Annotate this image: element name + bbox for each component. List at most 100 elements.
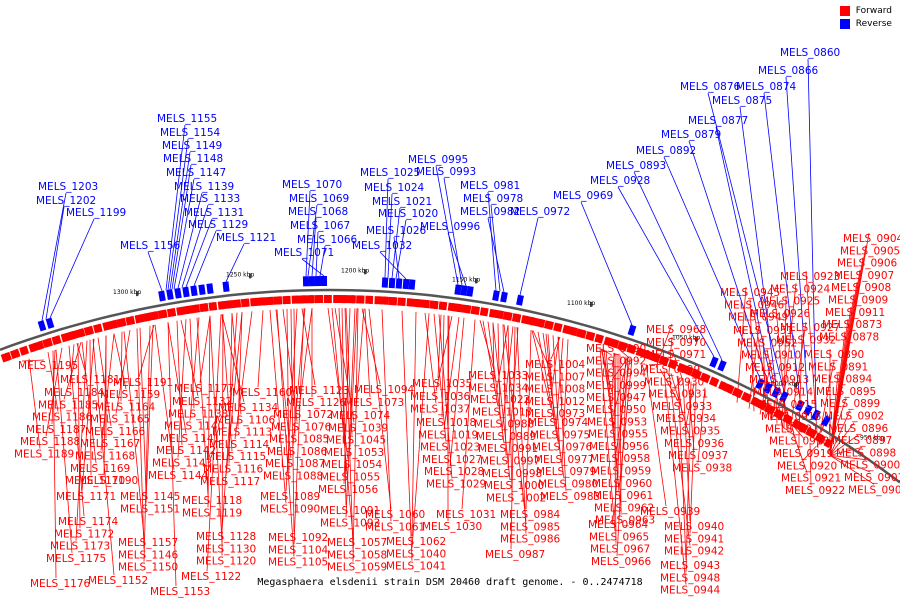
forward-gene-label[interactable]: MELS_1031 bbox=[436, 509, 496, 521]
reverse-gene-label[interactable]: MELS_1139 bbox=[174, 181, 234, 193]
forward-gene-label[interactable]: MELS_0964 bbox=[588, 519, 648, 531]
reverse-gene-label[interactable]: MELS_1024 bbox=[364, 182, 424, 194]
forward-gene-label[interactable]: MELS_1189 bbox=[14, 449, 74, 461]
forward-gene-label[interactable]: MELS_0930 bbox=[644, 376, 704, 388]
forward-gene-label[interactable]: MELS_1177 bbox=[174, 383, 234, 395]
forward-gene-label[interactable]: MELS_0966 bbox=[591, 556, 651, 568]
forward-gene-label[interactable]: MELS_1152 bbox=[88, 575, 148, 587]
forward-gene-label[interactable]: MELS_1140 bbox=[164, 421, 224, 433]
forward-gene-label[interactable]: MELS_1076 bbox=[271, 421, 331, 433]
forward-gene-label[interactable]: MELS_0979 bbox=[536, 466, 596, 478]
forward-gene-label[interactable]: MELS_0975 bbox=[530, 429, 590, 441]
forward-gene-label[interactable]: MELS_1138 bbox=[168, 408, 228, 420]
forward-gene-label[interactable]: MELS_0913 bbox=[749, 374, 809, 386]
reverse-gene-label[interactable]: MELS_0928 bbox=[590, 175, 650, 187]
forward-gene-label[interactable]: MELS_0962 bbox=[594, 502, 654, 514]
forward-gene-label[interactable]: MELS_0985 bbox=[500, 521, 560, 533]
forward-gene-label[interactable]: MELS_0907 bbox=[834, 270, 894, 282]
forward-gene-label[interactable]: MELS_1167 bbox=[80, 438, 140, 450]
reverse-gene-label[interactable]: MELS_1068 bbox=[288, 206, 348, 218]
forward-gene-label[interactable]: MELS_0992 bbox=[586, 355, 646, 367]
forward-gene-label[interactable]: MELS_0945 bbox=[720, 287, 780, 299]
reverse-gene-label[interactable]: MELS_0969 bbox=[553, 190, 613, 202]
forward-gene-label[interactable]: MELS_0909 bbox=[828, 295, 888, 307]
forward-gene-label[interactable]: MELS_0961 bbox=[593, 490, 653, 502]
forward-gene-label[interactable]: MELS_1090 bbox=[260, 503, 320, 515]
forward-gene-label[interactable]: MELS_1057 bbox=[327, 537, 387, 549]
forward-gene-label[interactable]: MELS_0947 bbox=[586, 392, 646, 404]
forward-gene-label[interactable]: MELS_1060 bbox=[365, 509, 425, 521]
forward-gene-label[interactable]: MELS_1007 bbox=[525, 371, 585, 383]
forward-gene-label[interactable]: MELS_1159 bbox=[100, 389, 160, 401]
forward-gene-label[interactable]: MELS_0925 bbox=[760, 296, 820, 308]
forward-gene-label[interactable]: MELS_0912 bbox=[745, 362, 805, 374]
forward-gene-label[interactable]: MELS_0911 bbox=[825, 307, 885, 319]
forward-gene-label[interactable]: MELS_1190 bbox=[78, 475, 138, 487]
forward-gene-label[interactable]: MELS_0891 bbox=[808, 361, 868, 373]
forward-gene-label[interactable]: MELS_0974 bbox=[528, 417, 588, 429]
forward-gene-label[interactable]: MELS_0983 bbox=[540, 491, 600, 503]
forward-gene-label[interactable]: MELS_0901 bbox=[844, 472, 900, 484]
forward-gene-label[interactable]: MELS_1029 bbox=[426, 479, 486, 491]
forward-gene-label[interactable]: MELS_0999 bbox=[586, 380, 646, 392]
reverse-gene-label[interactable]: MELS_0860 bbox=[780, 47, 840, 59]
forward-gene-label[interactable]: MELS_1040 bbox=[386, 548, 446, 560]
forward-gene-label[interactable]: MELS_1062 bbox=[386, 536, 446, 548]
forward-gene-label[interactable]: MELS_1086 bbox=[267, 446, 327, 458]
reverse-gene-label[interactable]: MELS_1121 bbox=[216, 232, 276, 244]
forward-gene-label[interactable]: MELS_1072 bbox=[273, 409, 333, 421]
forward-gene-label[interactable]: MELS_0937 bbox=[668, 450, 728, 462]
forward-gene-label[interactable]: MELS_0931 bbox=[648, 389, 708, 401]
forward-gene-label[interactable]: MELS_0986 bbox=[500, 534, 560, 546]
forward-gene-label[interactable]: MELS_1018 bbox=[416, 417, 476, 429]
forward-gene-label[interactable]: MELS_0990 bbox=[586, 343, 646, 355]
forward-gene-label[interactable]: MELS_0895 bbox=[816, 386, 876, 398]
forward-gene-label[interactable]: MELS_0970 bbox=[646, 337, 706, 349]
forward-gene-label[interactable]: MELS_0927 bbox=[780, 322, 840, 334]
forward-gene-label[interactable]: MELS_1165 bbox=[90, 414, 150, 426]
forward-gene-label[interactable]: MELS_0897 bbox=[832, 435, 892, 447]
forward-gene-label[interactable]: MELS_0939 bbox=[640, 506, 700, 518]
forward-gene-label[interactable]: MELS_1058 bbox=[327, 549, 387, 561]
reverse-gene-label[interactable]: MELS_1069 bbox=[289, 193, 349, 205]
forward-gene-label[interactable]: MELS_1184 bbox=[44, 387, 104, 399]
forward-gene-label[interactable]: MELS_1104 bbox=[268, 544, 328, 556]
forward-gene-label[interactable]: MELS_1012 bbox=[525, 396, 585, 408]
forward-gene-label[interactable]: MELS_1122 bbox=[181, 571, 241, 583]
forward-gene-label[interactable]: MELS_0902 bbox=[824, 411, 884, 423]
forward-gene-label[interactable]: MELS_1141 bbox=[160, 433, 220, 445]
forward-gene-label[interactable]: MELS_1088 bbox=[263, 471, 323, 483]
reverse-gene-label[interactable]: MELS_0879 bbox=[661, 129, 721, 141]
forward-gene-label[interactable]: MELS_1106 bbox=[215, 414, 275, 426]
forward-gene-label[interactable]: MELS_1171 bbox=[56, 491, 116, 503]
forward-gene-label[interactable]: MELS_0923 bbox=[780, 271, 840, 283]
forward-gene-label[interactable]: MELS_0890 bbox=[804, 349, 864, 361]
forward-gene-label[interactable]: MELS_1150 bbox=[118, 562, 178, 574]
reverse-gene-label[interactable]: MELS_0875 bbox=[712, 95, 772, 107]
forward-gene-label[interactable]: MELS_0950 bbox=[586, 404, 646, 416]
forward-gene-label[interactable]: MELS_0933 bbox=[652, 401, 712, 413]
forward-gene-label[interactable]: MELS_1175 bbox=[46, 553, 106, 565]
forward-gene-label[interactable]: MELS_0904 bbox=[843, 233, 900, 245]
forward-gene-label[interactable]: MELS_0903 bbox=[848, 484, 900, 496]
forward-gene-label[interactable]: MELS_1120 bbox=[196, 556, 256, 568]
forward-gene-label[interactable]: MELS_0924 bbox=[770, 283, 830, 295]
forward-gene-label[interactable]: MELS_1166 bbox=[85, 426, 145, 438]
forward-gene-label[interactable]: MELS_1170 bbox=[65, 475, 125, 487]
reverse-gene-label[interactable]: MELS_0866 bbox=[758, 65, 818, 77]
forward-gene-label[interactable]: MELS_1041 bbox=[386, 561, 446, 573]
forward-gene-label[interactable]: MELS_1191 bbox=[113, 377, 173, 389]
forward-gene-label[interactable]: MELS_0899 bbox=[820, 398, 880, 410]
reverse-gene-label[interactable]: MELS_1155 bbox=[157, 113, 217, 125]
reverse-gene-label[interactable]: MELS_1026 bbox=[366, 225, 426, 237]
reverse-gene-label[interactable]: MELS_0893 bbox=[606, 160, 666, 172]
forward-gene-label[interactable]: MELS_0919 bbox=[773, 448, 833, 460]
forward-gene-label[interactable]: MELS_0965 bbox=[589, 531, 649, 543]
forward-gene-label[interactable]: MELS_1153 bbox=[150, 586, 210, 598]
forward-gene-label[interactable]: MELS_0991 bbox=[478, 443, 538, 455]
forward-gene-label[interactable]: MELS_0943 bbox=[660, 560, 720, 572]
forward-gene-label[interactable]: MELS_0896 bbox=[828, 423, 888, 435]
forward-gene-label[interactable]: MELS_1119 bbox=[182, 507, 242, 519]
reverse-gene-label[interactable]: MELS_1131 bbox=[184, 207, 244, 219]
reverse-gene-label[interactable]: MELS_1066 bbox=[297, 234, 357, 246]
